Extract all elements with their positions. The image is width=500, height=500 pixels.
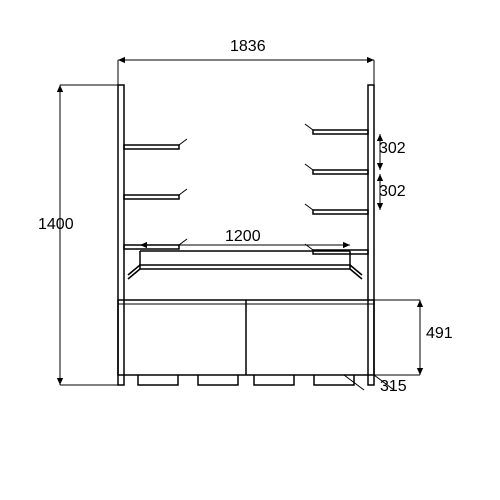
technical-drawing: 1836 1400 1200 302 302 491 315 [0,0,500,500]
drawing-canvas [0,0,500,500]
dim-total-width: 1836 [230,38,266,56]
dim-cabinet-height: 491 [426,325,453,343]
dim-shelf-gap-2: 302 [379,183,406,201]
dim-inner-width: 1200 [225,228,261,246]
dim-cabinet-depth: 315 [380,378,407,396]
dim-shelf-gap-1: 302 [379,140,406,158]
dim-total-height: 1400 [38,216,74,234]
